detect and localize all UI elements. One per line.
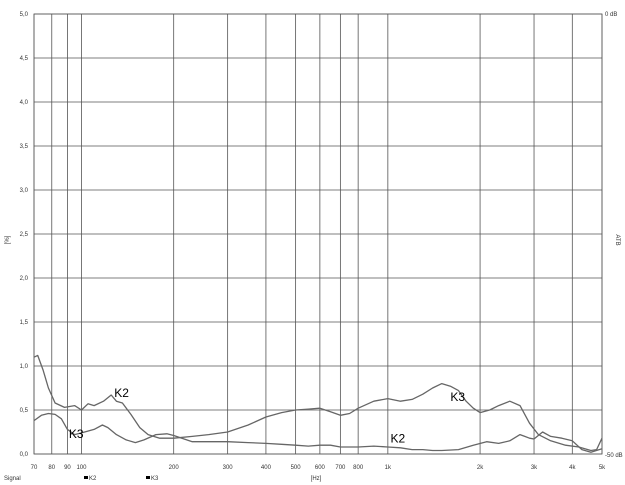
y-tick-label: 2,5 [20,232,29,238]
x-tick-label: 300 [223,465,234,471]
y-tick-label: 4,5 [20,56,29,62]
x-tick-label: 600 [315,465,326,471]
annotation-k3: K3 [450,390,465,404]
right-axis-label: ATB [614,234,620,245]
x-tick-label: 70 [31,465,38,471]
right-top-label: 0 dB [605,12,617,18]
x-tick-label: 5k [599,465,606,471]
y-tick-label: 0,5 [20,408,29,414]
x-tick-label: 90 [64,465,71,471]
x-gridlines [33,14,603,454]
y-tick-label: 1,5 [20,320,29,326]
legend: Signal K2 K3 [4,476,159,482]
legend-swatch-k3 [146,476,150,479]
series-line-k3 [33,412,603,453]
legend-entry-k3: K3 [151,476,159,482]
y-axis-label: [%] [5,235,11,244]
y-tick-label: 0,0 [20,452,29,458]
y-tick-label: 3,5 [20,144,29,150]
x-tick-label: 1k [385,465,392,471]
y-tick-label: 3,0 [20,188,29,194]
right-bottom-label: -50 dB [605,453,623,459]
y-tick-label: 4,0 [20,100,29,106]
annotation-k3: K3 [69,427,84,441]
x-axis-label: [Hz] [311,476,322,482]
series-lines [33,354,603,453]
annotation-k2: K2 [114,386,129,400]
series-line-k2 [33,354,603,452]
x-tick-label: 700 [335,465,346,471]
x-tick-label: 400 [261,465,272,471]
legend-title: Signal [4,476,21,482]
y-gridlines [34,13,602,455]
y-tick-label: 5,0 [20,12,29,18]
x-tick-label: 800 [353,465,364,471]
x-tick-label: 3k [531,465,538,471]
x-tick-label: 500 [291,465,302,471]
x-tick-label: 80 [48,465,55,471]
annotation-k2: K2 [390,432,405,446]
x-tick-label: 100 [76,465,87,471]
curve-annotations: K2 K3 K3 K2 [69,386,465,446]
y-tick-label: 1,0 [20,364,29,370]
x-tick-label: 200 [169,465,180,471]
y-tick-label: 2,0 [20,276,29,282]
x-tick-labels: 70 80 90 100 200 300 400 500 600 700 800 1k 2k 3k 4k 5k [31,465,607,471]
y-tick-labels: 0,0 0,5 1,0 1,5 2,0 2,5 3,0 3,5 4,0 4,5 5,0 [20,12,29,458]
legend-entry-k2: K2 [89,476,97,482]
legend-swatch-k2 [84,476,88,479]
x-tick-label: 2k [477,465,484,471]
x-tick-label: 4k [569,465,576,471]
